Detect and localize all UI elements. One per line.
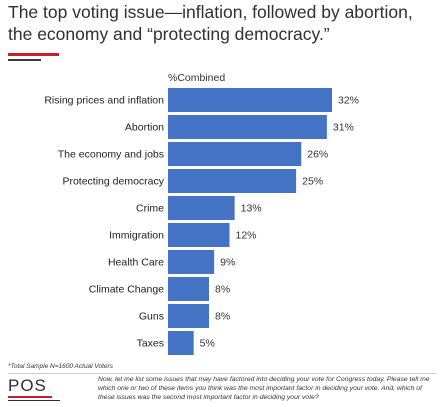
- logo-underline-red: [8, 396, 52, 398]
- bar: [168, 88, 332, 112]
- category-label: Abortion: [125, 122, 164, 134]
- value-label: 5%: [200, 338, 215, 350]
- bar: [168, 142, 302, 166]
- value-label: 9%: [220, 257, 235, 269]
- title-underline-rule: [8, 59, 41, 61]
- chart-title: The top voting issue—inflation, followed…: [8, 2, 413, 44]
- bar: [168, 277, 209, 301]
- value-label: 31%: [333, 122, 354, 134]
- logo-underline-dark: [8, 400, 60, 401]
- bar: [168, 304, 209, 328]
- bar: [168, 169, 297, 193]
- value-label: 25%: [302, 176, 323, 188]
- bar-chart: %Combined Rising prices and inflation 32% A…: [44, 72, 359, 355]
- pos-logo: POS: [8, 376, 60, 401]
- category-label: Immigration: [109, 230, 164, 242]
- bar: [168, 223, 230, 247]
- category-label: Taxes: [137, 338, 164, 350]
- logo-text: POS: [8, 376, 47, 395]
- category-label: The economy and jobs: [58, 149, 164, 161]
- value-label: 26%: [307, 149, 328, 161]
- value-label: 32%: [338, 95, 359, 107]
- category-label: Protecting democracy: [62, 176, 164, 188]
- title-accent-rule: [8, 53, 59, 56]
- footer-divider: [8, 373, 436, 374]
- bar: [168, 331, 194, 355]
- survey-question: Now, let me list some issues that may ha…: [98, 376, 430, 401]
- value-label: 8%: [215, 284, 230, 296]
- category-label: Health Care: [108, 257, 164, 269]
- value-label: 8%: [215, 311, 230, 323]
- category-label: Crime: [136, 203, 164, 215]
- sample-footnote: *Total Sample N=1600 Actual Voters: [8, 363, 113, 370]
- value-label: 13%: [241, 203, 262, 215]
- bar: [168, 250, 215, 274]
- series-label: %Combined: [168, 72, 225, 84]
- value-label: 12%: [236, 230, 257, 242]
- bar: [168, 196, 235, 220]
- category-label: Climate Change: [89, 284, 164, 296]
- category-label: Rising prices and inflation: [44, 95, 164, 107]
- category-label: Guns: [139, 311, 164, 323]
- bar: [168, 115, 327, 139]
